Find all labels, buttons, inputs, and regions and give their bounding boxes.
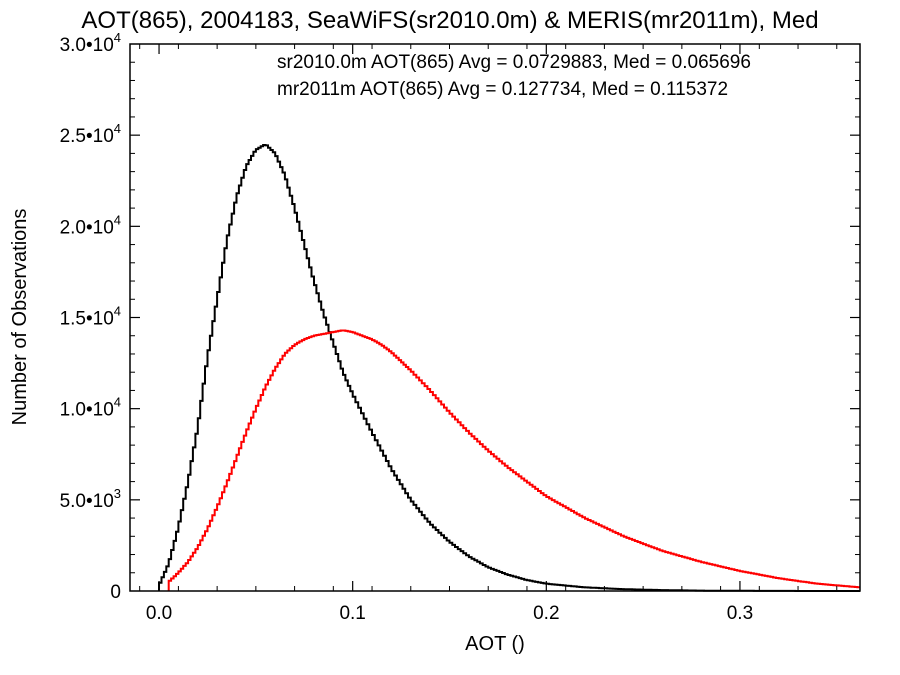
x-tick-label: 0.3 [727,603,753,624]
legend: sr2010.0m AOT(865) Avg = 0.0729883, Med … [277,52,751,100]
ticks-layer [130,44,860,591]
y-axis-label: Number of Observations [9,209,31,426]
y-tick-label: 0 [110,582,121,603]
y-tick-label: 2.0•104 [60,212,121,238]
y-tick-label: 1.0•104 [60,395,121,421]
plot-frame [129,43,861,592]
series-line-sr2010 [158,144,860,592]
y-tick-labels: 0 5.0•103 1.0•104 1.5•104 2.0•104 2.5•104 3.0•… [60,30,121,603]
x-tick-label: 0.2 [533,603,559,624]
series-layer [158,144,860,592]
y-tick-label: 1.5•104 [60,304,121,330]
x-tick-label: 0.1 [339,603,365,624]
x-tick-label: 0.0 [146,603,172,624]
legend-entry-sr2010: sr2010.0m AOT(865) Avg = 0.0729883, Med … [277,52,751,73]
x-axis-label: AOT () [465,633,525,655]
series-line-mr2011m [167,329,860,591]
x-tick-labels: 0.0 0.1 0.2 0.3 [146,603,753,624]
y-tick-label: 2.5•104 [60,121,121,147]
legend-entry-mr2011m: mr2011m AOT(865) Avg = 0.127734, Med = 0… [277,79,728,100]
y-tick-label: 5.0•103 [60,486,121,512]
y-tick-label: 3.0•104 [60,30,121,56]
chart-title: AOT(865), 2004183, SeaWiFS(sr2010.0m) & … [81,7,818,34]
